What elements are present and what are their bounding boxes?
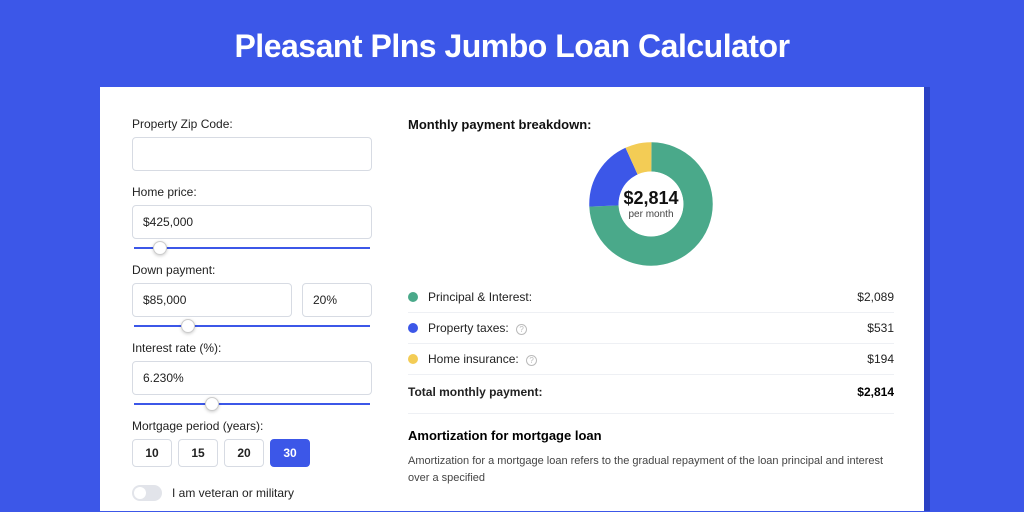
legend-row: Property taxes: ?$531 xyxy=(408,313,894,344)
down-payment-slider-thumb[interactable] xyxy=(181,319,195,333)
legend-label: Property taxes: ? xyxy=(428,321,867,335)
amortization-title: Amortization for mortgage loan xyxy=(408,428,894,443)
rate-input[interactable] xyxy=(132,361,372,395)
total-value: $2,814 xyxy=(857,385,894,399)
home-price-label: Home price: xyxy=(132,185,372,199)
rate-slider[interactable] xyxy=(134,403,370,405)
info-icon[interactable]: ? xyxy=(516,324,527,335)
down-payment-label: Down payment: xyxy=(132,263,372,277)
period-option-30[interactable]: 30 xyxy=(270,439,310,467)
period-option-15[interactable]: 15 xyxy=(178,439,218,467)
period-options: 10152030 xyxy=(132,439,372,467)
info-icon[interactable]: ? xyxy=(526,355,537,366)
amortization-body: Amortization for a mortgage loan refers … xyxy=(408,453,894,486)
legend-dot xyxy=(408,323,418,333)
home-price-slider-thumb[interactable] xyxy=(153,241,167,255)
period-option-20[interactable]: 20 xyxy=(224,439,264,467)
veteran-toggle[interactable] xyxy=(132,485,162,501)
period-option-10[interactable]: 10 xyxy=(132,439,172,467)
zip-input[interactable] xyxy=(132,137,372,171)
legend-list: Principal & Interest:$2,089Property taxe… xyxy=(408,282,894,375)
down-payment-input[interactable] xyxy=(132,283,292,317)
period-label: Mortgage period (years): xyxy=(132,419,372,433)
zip-field: Property Zip Code: xyxy=(132,117,372,171)
veteran-row: I am veteran or military xyxy=(132,485,372,501)
zip-label: Property Zip Code: xyxy=(132,117,372,131)
legend-value: $531 xyxy=(867,321,894,335)
form-column: Property Zip Code: Home price: Down paym… xyxy=(132,117,372,501)
legend-dot xyxy=(408,292,418,302)
down-payment-pct-input[interactable] xyxy=(302,283,372,317)
separator xyxy=(408,413,894,414)
calculator-card: Property Zip Code: Home price: Down paym… xyxy=(100,87,924,511)
total-label: Total monthly payment: xyxy=(408,385,857,399)
legend-label: Home insurance: ? xyxy=(428,352,867,366)
rate-slider-thumb[interactable] xyxy=(205,397,219,411)
home-price-slider[interactable] xyxy=(134,247,370,249)
total-row: Total monthly payment: $2,814 xyxy=(408,375,894,413)
donut-sub: per month xyxy=(623,209,678,220)
period-field: Mortgage period (years): 10152030 xyxy=(132,419,372,467)
legend-value: $194 xyxy=(867,352,894,366)
legend-dot xyxy=(408,354,418,364)
page-title: Pleasant Plns Jumbo Loan Calculator xyxy=(0,0,1024,87)
legend-label: Principal & Interest: xyxy=(428,290,857,304)
legend-row: Principal & Interest:$2,089 xyxy=(408,282,894,313)
down-payment-slider[interactable] xyxy=(134,325,370,327)
donut-center: $2,814 per month xyxy=(623,188,678,220)
rate-label: Interest rate (%): xyxy=(132,341,372,355)
breakdown-column: Monthly payment breakdown: $2,814 per mo… xyxy=(408,117,894,501)
home-price-field: Home price: xyxy=(132,185,372,249)
home-price-input[interactable] xyxy=(132,205,372,239)
legend-value: $2,089 xyxy=(857,290,894,304)
donut-chart: $2,814 per month xyxy=(408,142,894,266)
veteran-label: I am veteran or military xyxy=(172,486,294,500)
donut-amount: $2,814 xyxy=(623,188,678,209)
legend-row: Home insurance: ?$194 xyxy=(408,344,894,375)
breakdown-title: Monthly payment breakdown: xyxy=(408,117,894,132)
rate-field: Interest rate (%): xyxy=(132,341,372,405)
down-payment-field: Down payment: xyxy=(132,263,372,327)
